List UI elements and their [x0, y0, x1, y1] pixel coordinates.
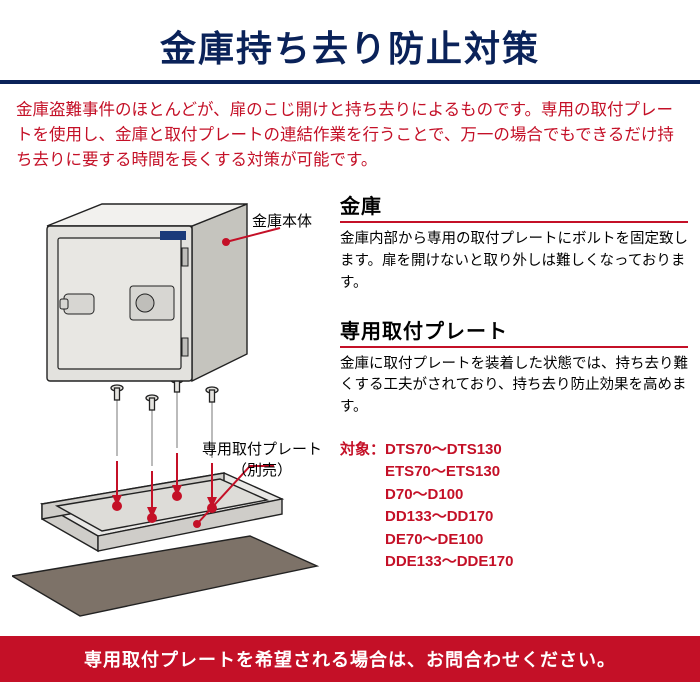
target-item: DE70～DE100	[385, 531, 483, 548]
callout-plate-text: 専用取付プレート （別売）	[202, 438, 322, 480]
content-row: 金庫本体 専用取付プレート （別売） 金庫 金庫内部から専用の取付プレートにボル…	[0, 186, 700, 626]
target-list: DTS70～DTS130 ETS70～ETS130 D70～D100 DD133…	[385, 439, 513, 574]
safe-diagram: 金庫本体 専用取付プレート （別売）	[12, 186, 322, 626]
safe-logo	[160, 231, 186, 240]
target-item: DDE133～DDE170	[385, 553, 513, 570]
footer-bar: 専用取付プレートを希望される場合は、お問合わせください。	[0, 636, 700, 682]
safe-body: 金庫内部から専用の取付プレートにボルトを固定致します。扉を開けないと取り外しは難…	[340, 229, 688, 294]
target-label: 対象：	[340, 439, 385, 462]
text-column: 金庫 金庫内部から専用の取付プレートにボルトを固定致します。扉を開けないと取り外…	[340, 186, 688, 626]
safe-box	[47, 204, 247, 381]
callout-safe-text: 金庫本体	[252, 210, 312, 231]
diagram-column: 金庫本体 専用取付プレート （別売）	[12, 186, 322, 626]
safe-right	[192, 204, 247, 381]
callout-plate-line1: 専用取付プレート	[202, 441, 322, 458]
infographic-root: 金庫持ち去り防止対策 金庫盗難事件のほとんどが、扉のこじ開けと持ち去りによるもの…	[0, 0, 700, 700]
plate-body: 金庫に取付プレートを装着した状態では、持ち去り難くする工夫がされており、持ち去り…	[340, 354, 688, 419]
target-item: ETS70～ETS130	[385, 463, 500, 480]
target-item: DTS70～DTS130	[385, 441, 502, 458]
plate-heading: 専用取付プレート	[340, 315, 688, 348]
intro-text: 金庫盗難事件のほとんどが、扉のこじ開けと持ち去りによるものです。専用の取付プレー…	[0, 98, 700, 172]
callout-plate-line2: （別売）	[232, 462, 292, 479]
hinge-bottom	[182, 338, 188, 356]
safe-handle-grip	[60, 299, 68, 309]
diagram-svg	[12, 186, 322, 626]
floor-slab	[12, 536, 317, 616]
page-title: 金庫持ち去り防止対策	[0, 0, 700, 84]
target-item: D70～D100	[385, 486, 463, 503]
hinge-top	[182, 248, 188, 266]
safe-dial	[136, 294, 154, 312]
target-item: DD133～DD170	[385, 508, 493, 525]
target-block: 対象： DTS70～DTS130 ETS70～ETS130 D70～D100 D…	[340, 439, 688, 574]
safe-heading: 金庫	[340, 190, 688, 223]
